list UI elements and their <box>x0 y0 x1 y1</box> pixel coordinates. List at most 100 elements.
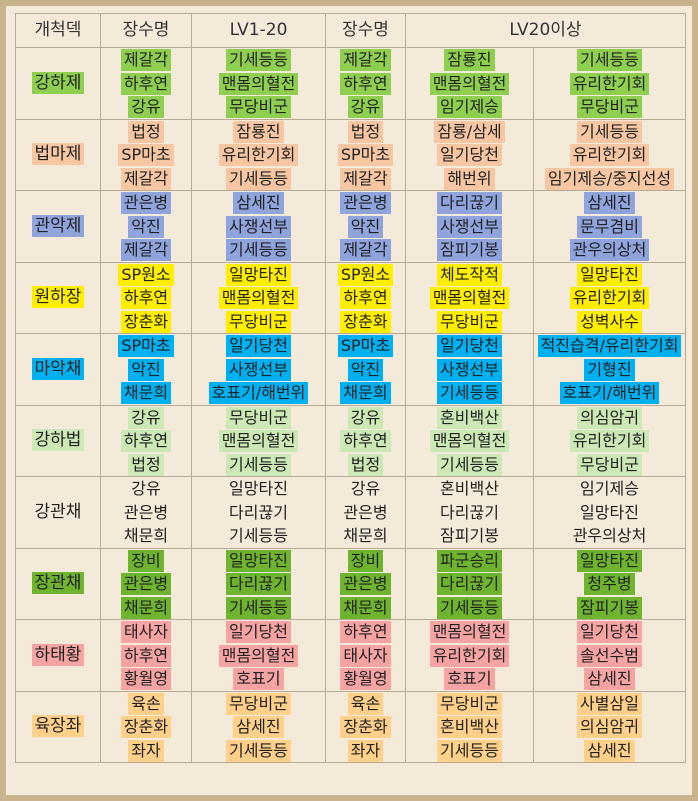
skill-lv1-20: 일기당천 <box>226 621 291 643</box>
skill-lv1-20: 일기당천 <box>226 335 291 357</box>
skill-lv1-20: 기세등등 <box>226 239 291 261</box>
deck-name-cell: 강관채 <box>15 476 101 549</box>
deck-name-cell: 강하제 <box>15 47 101 120</box>
skill-lv1-20: 맨몸의혈전 <box>218 430 299 452</box>
general-lv20: 황월영 <box>340 668 391 690</box>
general-lv20: 좌자 <box>347 739 384 762</box>
skill-lv20-b: 적진습격/유리한기회 <box>537 335 682 357</box>
general-lv20-cell: 장비 <box>325 547 406 572</box>
general-lv20: SP마초 <box>337 144 394 166</box>
general-lv1: 강유 <box>128 96 164 118</box>
skill-lv1-20-cell: 기세등등 <box>191 238 326 263</box>
deck-name-cell: 마악채 <box>15 333 101 406</box>
skill-lv20-b-cell: 유리한기회 <box>533 286 686 310</box>
skill-lv20-a-cell: 사쟁선부 <box>405 357 534 381</box>
skill-lv20-b: 무당비군 <box>577 96 642 118</box>
skill-lv20-b-cell: 사별삼일 <box>533 690 686 715</box>
general-lv20-cell: 태사자 <box>325 643 406 667</box>
header-deck: 개척덱 <box>15 13 101 48</box>
skill-lv20-b-cell: 일망타진 <box>533 500 686 524</box>
skill-lv20-b: 문무겸비 <box>577 215 642 238</box>
general-lv20-cell: 장춘화 <box>325 309 406 334</box>
general-lv20-cell: 좌자 <box>325 738 406 763</box>
general-lv1: 제갈각 <box>120 167 172 190</box>
skill-lv20-a: 잠룡진 <box>444 49 495 71</box>
skill-lv20-b: 삼세진 <box>584 192 635 214</box>
skill-lv1-20-cell: 일기당천 <box>191 333 326 358</box>
skill-lv20-b: 일망타진 <box>577 263 642 286</box>
skill-lv20-b-cell: 적진습격/유리한기회 <box>533 333 686 358</box>
skill-lv20-a: 기세등등 <box>437 453 502 476</box>
skill-lv20-b-cell: 임기제승/중지선성 <box>533 166 686 191</box>
skill-lv20-b: 성벽사수 <box>577 310 642 333</box>
skill-lv1-20-cell: 일망타진 <box>191 476 326 501</box>
skill-lv20-a: 잠룡/삼세 <box>434 120 505 143</box>
skill-lv1-20-cell: 맨몸의혈전 <box>191 286 326 310</box>
general-lv20: 하후연 <box>340 287 391 309</box>
table-row: 악진 사쟁선부 악진 사쟁선부 기형진 <box>16 357 686 381</box>
general-lv1-cell: 악진 <box>100 214 192 238</box>
table-row: 강관채 강유 일망타진 강유 혼비백산 임기제승 <box>15 476 686 549</box>
table-row: 법마제 법정 잠룡진 법정 잠룡/삼세 기세등등 <box>15 118 686 191</box>
general-lv1: 채문희 <box>120 596 172 619</box>
general-lv1-cell: 제갈각 <box>100 47 192 72</box>
general-lv20: 관은병 <box>343 502 388 522</box>
skill-lv20-a-cell: 맨몸의혈전 <box>405 619 534 644</box>
skill-lv1-20-cell: 기세등등 <box>191 524 326 549</box>
skill-lv20-a: 무당비군 <box>437 310 502 333</box>
deck-name: 장관채 <box>31 572 85 594</box>
skill-lv20-a-cell: 다리끊기 <box>405 500 534 524</box>
skill-lv20-a: 기세등등 <box>437 382 502 404</box>
general-lv1: 장춘화 <box>120 716 172 738</box>
skill-lv20-a-cell: 호표기 <box>405 667 534 692</box>
skill-lv20-a: 다리끊기 <box>437 192 502 214</box>
general-lv1: 하후연 <box>120 287 172 309</box>
skill-lv1-20-cell: 기세등등 <box>191 738 326 763</box>
skill-lv20-b-cell: 청주병 <box>533 572 686 596</box>
skill-lv1-20-cell: 사쟁선부 <box>191 214 326 238</box>
skill-lv20-b-cell: 무당비군 <box>533 95 686 120</box>
general-lv1-cell: 황월영 <box>100 667 192 692</box>
general-lv20-cell: 제갈각 <box>325 238 406 263</box>
general-lv1: 하후연 <box>120 644 172 667</box>
general-lv20-cell: 하후연 <box>325 286 406 310</box>
general-lv1: 관은병 <box>120 192 172 214</box>
general-lv20-cell: SP마초 <box>325 333 406 358</box>
skill-lv20-a: 맨몸의혈전 <box>429 621 510 643</box>
general-lv1-cell: SP마초 <box>100 143 192 167</box>
general-lv1: 강유 <box>131 479 161 498</box>
general-lv1-cell: 강유 <box>100 95 192 120</box>
general-lv1: 강유 <box>128 406 164 429</box>
general-lv20-cell: 하후연 <box>325 619 406 644</box>
skill-lv20-a: 혼비백산 <box>440 479 499 498</box>
skill-lv1-20-cell: 무당비군 <box>191 404 326 429</box>
general-lv1-cell: 하후연 <box>100 71 192 95</box>
general-lv20-cell: 하후연 <box>325 71 406 95</box>
general-lv1: 제갈각 <box>120 49 172 71</box>
skill-lv1-20-cell: 일망타진 <box>191 261 326 286</box>
general-lv1-cell: 제갈각 <box>100 166 192 191</box>
skill-lv1-20-cell: 호표기 <box>191 667 326 692</box>
skill-lv20-a-cell: 사쟁선부 <box>405 214 534 238</box>
general-lv1-cell: 채문희 <box>100 595 192 620</box>
table-row: 채문희 기세등등 채문희 기세등등 잠피기봉 <box>16 595 686 620</box>
skill-lv1-20-cell: 기세등등 <box>191 452 326 477</box>
general-lv1-cell: 제갈각 <box>100 238 192 263</box>
general-lv1-cell: 강유 <box>100 404 192 429</box>
general-lv20: 법정 <box>347 453 384 476</box>
skill-lv20-b: 임기제승/중지선성 <box>544 167 675 190</box>
general-lv20: 제갈각 <box>340 239 391 261</box>
header-row: 개척덱 장수명 LV1-20 장수명 LV20이상 <box>15 13 686 48</box>
skill-lv20-a-cell: 다리끊기 <box>405 190 534 215</box>
skill-lv20-a: 다리끊기 <box>440 502 499 522</box>
header-lv20-plus: LV20이상 <box>405 13 686 48</box>
skill-lv20-a: 파군승리 <box>437 549 502 572</box>
general-lv20: 육손 <box>347 692 384 715</box>
skill-lv20-a: 사쟁선부 <box>437 215 502 238</box>
general-lv20-cell: 관은병 <box>325 190 406 215</box>
table-row: 채문희 기세등등 채문희 잠피기봉 관우의상처 <box>16 524 686 549</box>
skill-lv20-a-cell: 잠룡진 <box>405 47 534 72</box>
general-lv20: 관은병 <box>340 573 391 595</box>
general-lv20: 태사자 <box>340 644 391 667</box>
skill-lv20-a: 맨몸의혈전 <box>429 430 510 452</box>
